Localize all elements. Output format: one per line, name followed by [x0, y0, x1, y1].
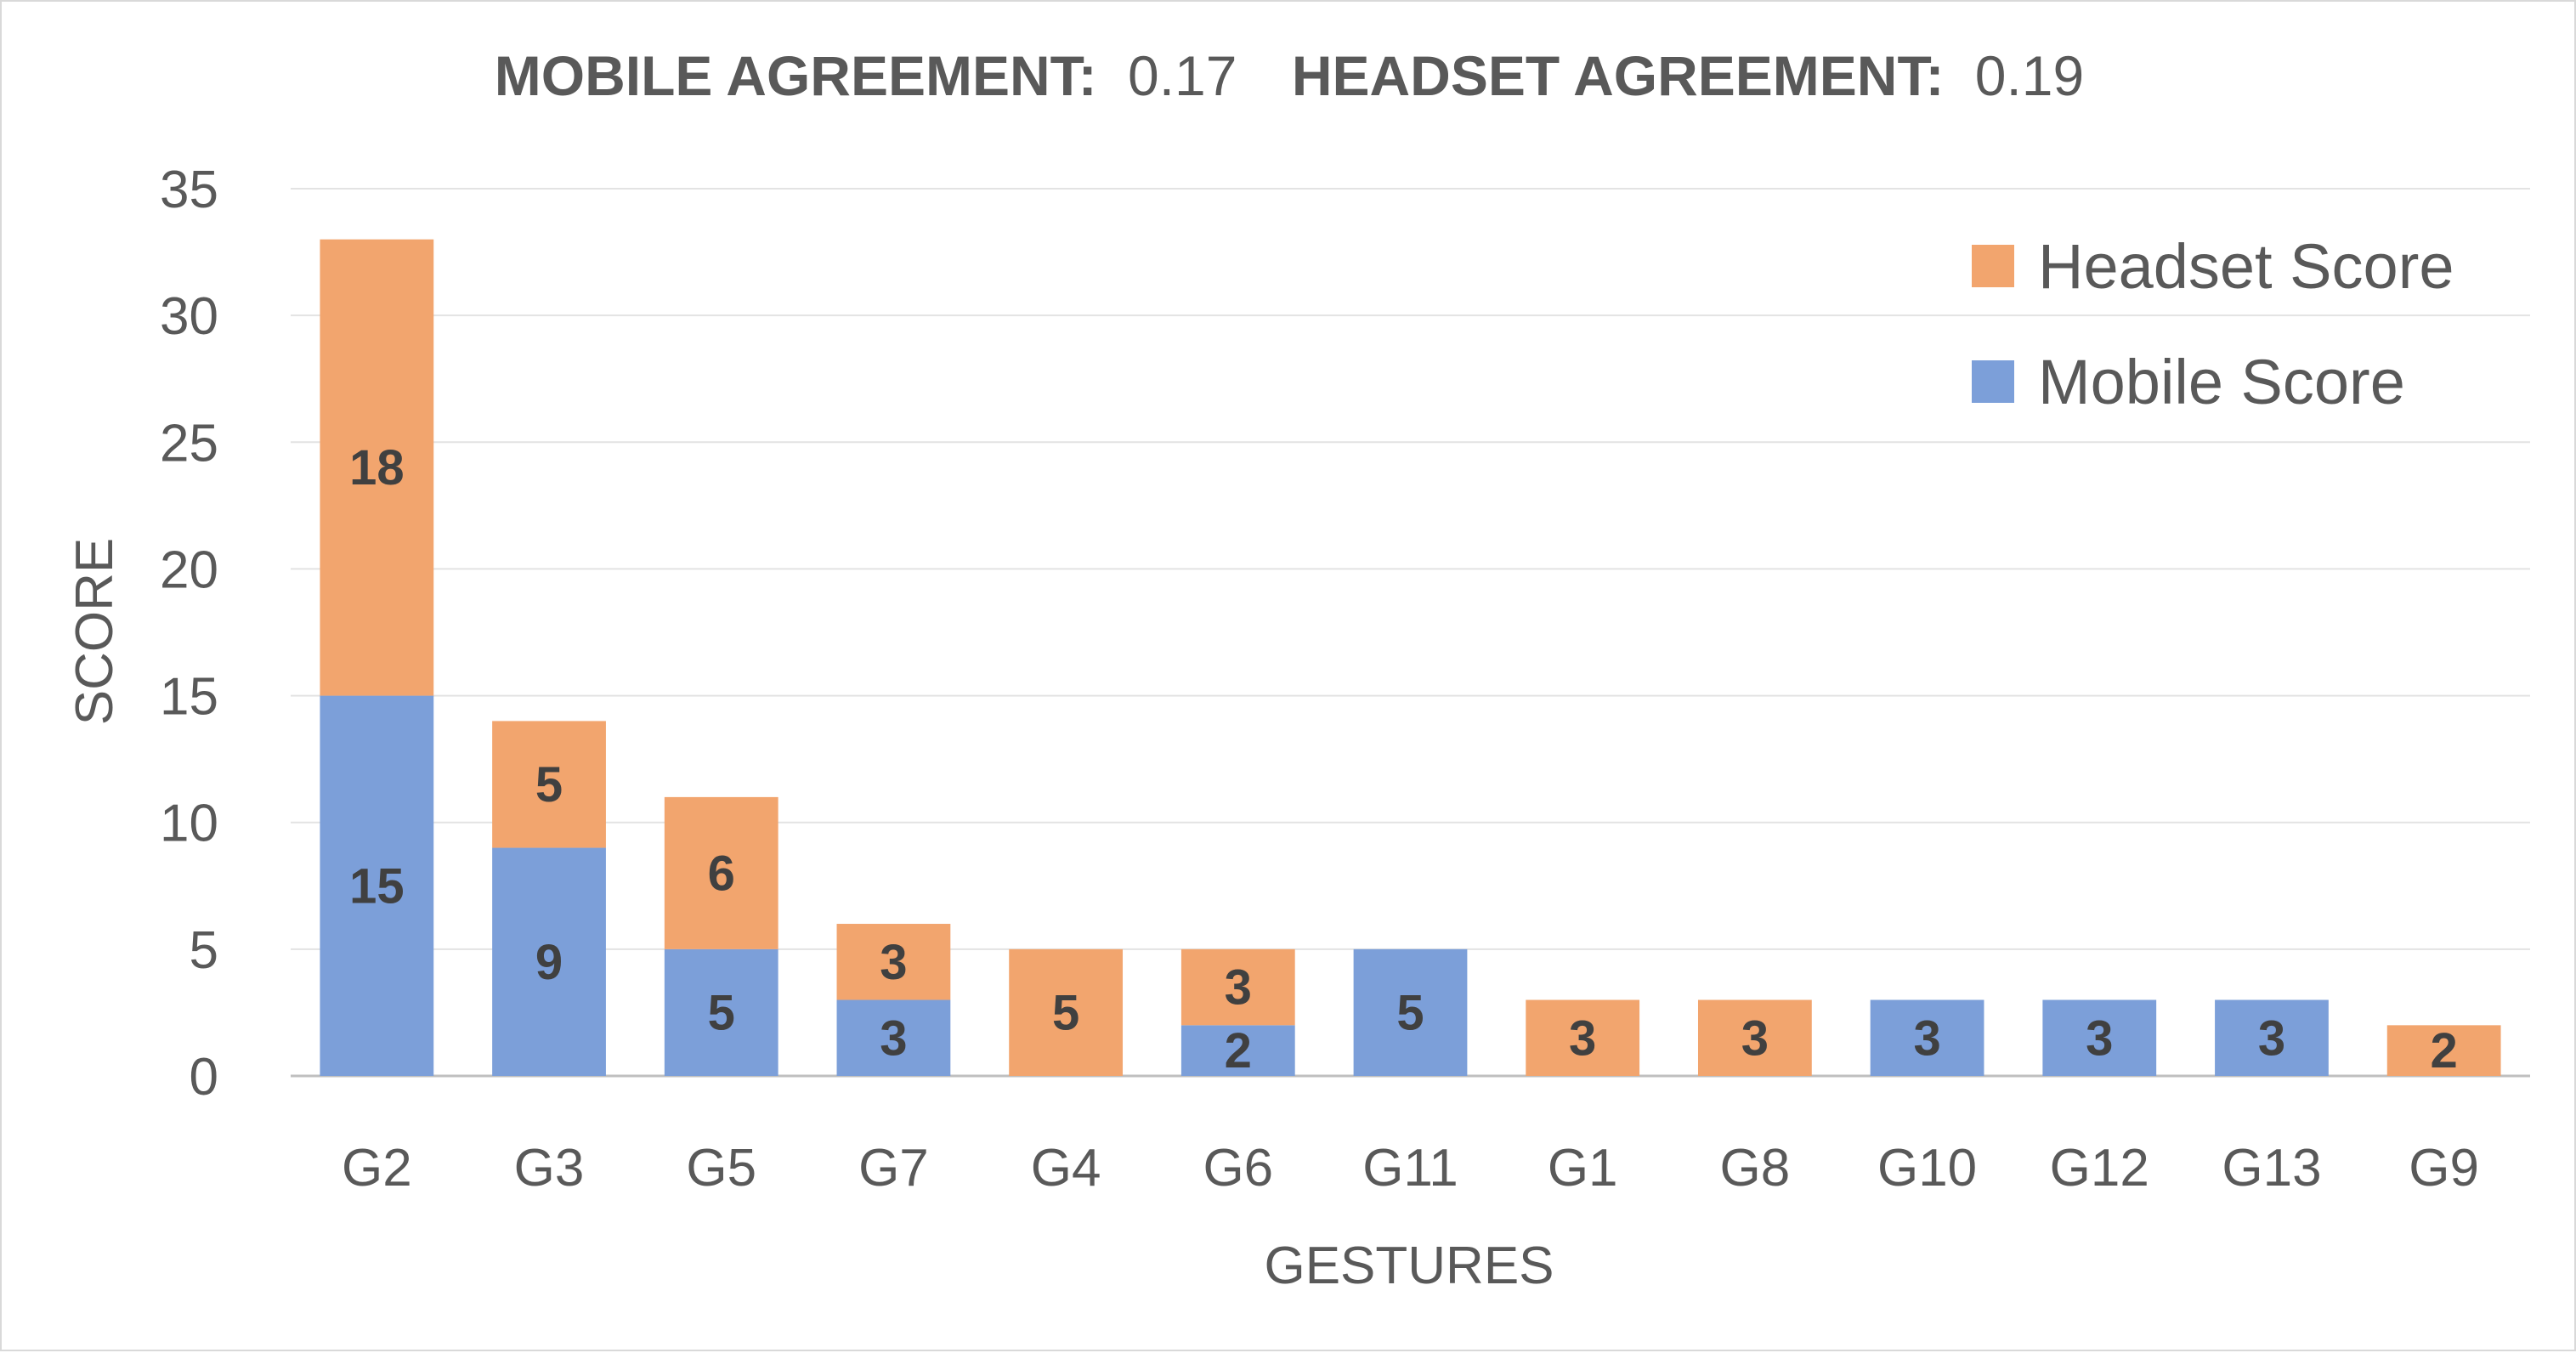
bar-G6-mobile-score [1180, 1025, 1295, 1076]
bars [320, 239, 2501, 1076]
data-label: 5 [1396, 985, 1424, 1040]
y-tick-label: 35 [160, 161, 218, 219]
x-tick-label: G2 [342, 1139, 412, 1197]
bar-G11-mobile-score [1353, 948, 1468, 1076]
headset-agreement-value: 0.19 [1975, 44, 2084, 107]
data-label: 3 [2086, 1011, 2113, 1066]
bar-G13-mobile-score [2215, 999, 2329, 1076]
x-tick-label: G1 [1548, 1139, 1618, 1197]
bar-G3-headset-score [492, 721, 606, 848]
data-label: 3 [2258, 1011, 2285, 1066]
x-tick-label: G12 [2050, 1139, 2149, 1197]
y-tick-label: 5 [190, 921, 218, 980]
x-tick-label: G5 [686, 1139, 756, 1197]
x-tick-label: G4 [1031, 1139, 1101, 1197]
data-label: 5 [535, 757, 563, 812]
bar-G10-mobile-score [1870, 999, 1984, 1076]
mobile-agreement-value: 0.17 [1128, 44, 1237, 107]
bar-G7-headset-score [836, 924, 951, 1000]
data-label: 18 [349, 440, 405, 495]
bar-G9-headset-score [2386, 1025, 2501, 1076]
data-label: 5 [708, 985, 735, 1040]
data-label: 5 [1052, 985, 1079, 1040]
x-tick-label: G8 [1720, 1139, 1791, 1197]
x-tick-label: G6 [1203, 1139, 1273, 1197]
gridlines [291, 188, 2530, 1078]
mobile-agreement-label: MOBILE AGREEMENT: [495, 44, 1097, 107]
x-tick-label: G3 [514, 1139, 585, 1197]
y-tick-label: 15 [160, 668, 218, 727]
bar-G12-mobile-score [2042, 999, 2157, 1076]
bar-G5-headset-score [664, 796, 778, 949]
data-label: 2 [2431, 1023, 2458, 1078]
bar-G3-mobile-score [492, 847, 606, 1076]
y-tick-label: 25 [160, 414, 218, 473]
bar-G2-headset-score [320, 239, 434, 696]
x-tick-label: G13 [2222, 1139, 2321, 1197]
data-label: 9 [535, 935, 563, 990]
bar-G7-mobile-score [836, 999, 951, 1076]
chart-title: MOBILE AGREEMENT: 0.17 HEADSET AGREEMENT… [495, 44, 2084, 107]
legend-label: Mobile Score [2038, 347, 2405, 417]
y-tick-label: 30 [160, 287, 218, 346]
legend-swatch [1972, 245, 2014, 287]
bar-G4-headset-score [1009, 948, 1124, 1076]
data-label: 3 [880, 1011, 907, 1066]
data-label: 3 [1225, 960, 1252, 1016]
legend-swatch [1972, 360, 2014, 403]
legend-label: Headset Score [2038, 231, 2454, 302]
bar-G6-headset-score [1180, 948, 1295, 1026]
x-tick-label: G7 [858, 1139, 929, 1197]
y-tick-label: 0 [190, 1048, 218, 1107]
bar-G1-headset-score [1526, 999, 1640, 1076]
x-axis-title: GESTURES [1264, 1237, 1554, 1295]
data-label: 15 [349, 858, 405, 914]
data-label: 3 [1569, 1011, 1596, 1066]
x-tick-label: G10 [1877, 1139, 1977, 1197]
data-label: 3 [1741, 1011, 1769, 1066]
x-tick-label: G9 [2409, 1139, 2479, 1197]
x-tick-label: G11 [1362, 1139, 1458, 1197]
data-labels: 15 18 9 5 5 6 3 3 5 2 3 5 3 3 3 3 3 2 [349, 440, 2458, 1078]
y-tick-label: 20 [160, 541, 218, 599]
y-axis-title: SCORE [65, 538, 124, 725]
data-label: 6 [708, 846, 735, 901]
bar-G2-mobile-score [320, 695, 434, 1076]
data-label: 2 [1225, 1023, 1252, 1078]
data-label: 3 [880, 935, 907, 990]
bar-G5-mobile-score [664, 948, 778, 1076]
data-label: 3 [1913, 1011, 1940, 1066]
legend: Headset Score Mobile Score [1972, 231, 2454, 417]
bar-G8-headset-score [1697, 999, 1812, 1076]
y-tick-label: 10 [160, 795, 218, 853]
headset-agreement-label: HEADSET AGREEMENT: [1292, 44, 1945, 107]
